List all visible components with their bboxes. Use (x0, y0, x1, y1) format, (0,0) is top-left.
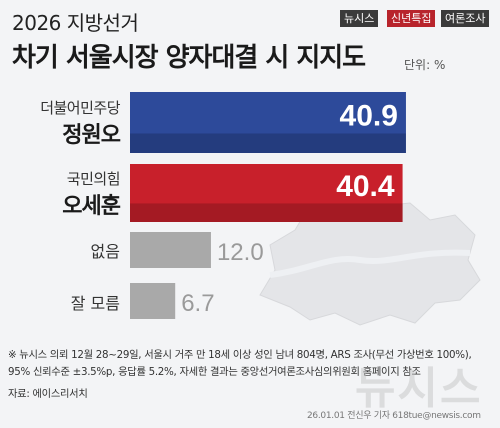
bar-shade-1 (130, 203, 403, 222)
value-label-1: 40.4 (336, 170, 395, 203)
special-badge: 신년특집 (387, 10, 436, 27)
category-label-unknown: 잘 모름 (70, 294, 120, 313)
bar-1 (130, 164, 403, 222)
candidate-label-oh: 오세훈 (62, 194, 121, 219)
newsis-watermark: 뉴시스 (355, 363, 483, 414)
bar-0 (130, 92, 406, 153)
bar-3 (130, 283, 176, 319)
category-label-none: 없음 (90, 242, 120, 261)
chart-title: 차기 서울시장 양자대결 시 지지도 (12, 43, 366, 73)
candidate-label-jeong: 정원오 (62, 123, 121, 148)
survey-notes: ※ 뉴시스 의뢰 12월 28~29일, 서울시 거주 만 18세 이상 성인 … (8, 347, 496, 381)
poll-badge: 여론조사 (441, 10, 490, 27)
source-label: 자료: 에이스리서치 (8, 388, 88, 400)
note-line-1: ※ 뉴시스 의뢰 12월 28~29일, 서울시 거주 만 18세 이상 성인 … (8, 349, 472, 361)
newsis-badge: 뉴시스 (340, 10, 379, 27)
party-label-ppp: 국민의힘 (66, 170, 121, 188)
chart-supertitle: 2026 지방선거 (12, 11, 139, 35)
party-label-democratic: 더불어민주당 (40, 99, 120, 117)
bar-2 (130, 232, 211, 268)
unit-label: 단위: % (404, 58, 446, 72)
value-label-0: 40.9 (340, 100, 398, 133)
value-label-3: 6.7 (181, 290, 214, 317)
bar-shade-0 (130, 133, 406, 153)
note-line-2: 95% 신뢰수준 ±3.5%p, 응답률 5.2%, 자세한 결과는 중앙선거여… (8, 366, 421, 378)
value-label-2: 12.0 (217, 239, 264, 266)
reporter-credit: 26.01.01 전신우 기자 618tue@newsis.com (307, 411, 481, 421)
